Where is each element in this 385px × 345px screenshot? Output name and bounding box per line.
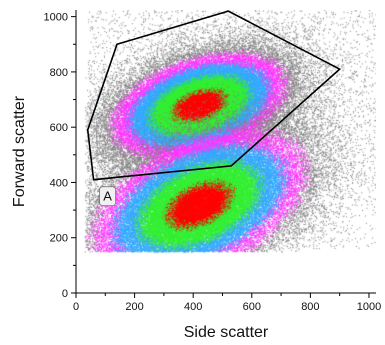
- gate-label: A: [99, 186, 116, 207]
- y-tick-label: 200: [50, 233, 68, 245]
- x-tick-label: 200: [125, 301, 143, 313]
- plot-area: A: [76, 10, 376, 293]
- gate-label-text: A: [103, 189, 112, 204]
- x-axis: 0 200 400 600 800 1000: [73, 292, 381, 313]
- y-axis-title: Forward scatter: [11, 95, 28, 207]
- gate-label-box: [99, 186, 116, 207]
- x-tick-label: 800: [301, 301, 319, 313]
- y-tick-label: 0: [62, 288, 68, 300]
- x-tick-label: 1000: [357, 301, 381, 313]
- x-axis-title: Side scatter: [184, 324, 269, 341]
- y-tick-label: 1000: [44, 12, 68, 24]
- density-dot-layer: [76, 10, 376, 293]
- y-tick-label: 800: [50, 67, 68, 79]
- y-tick-label: 400: [50, 177, 68, 189]
- x-tick-label: 400: [184, 301, 202, 313]
- x-tick-label: 600: [243, 301, 261, 313]
- gate-layer: A: [86, 10, 342, 207]
- y-axis: 0 200 400 600 800 1000: [44, 10, 77, 300]
- density-dot-image: [76, 10, 376, 293]
- gate-polygon: [86, 10, 342, 181]
- x-tick-label: 0: [73, 301, 79, 313]
- y-tick-label: 600: [50, 122, 68, 134]
